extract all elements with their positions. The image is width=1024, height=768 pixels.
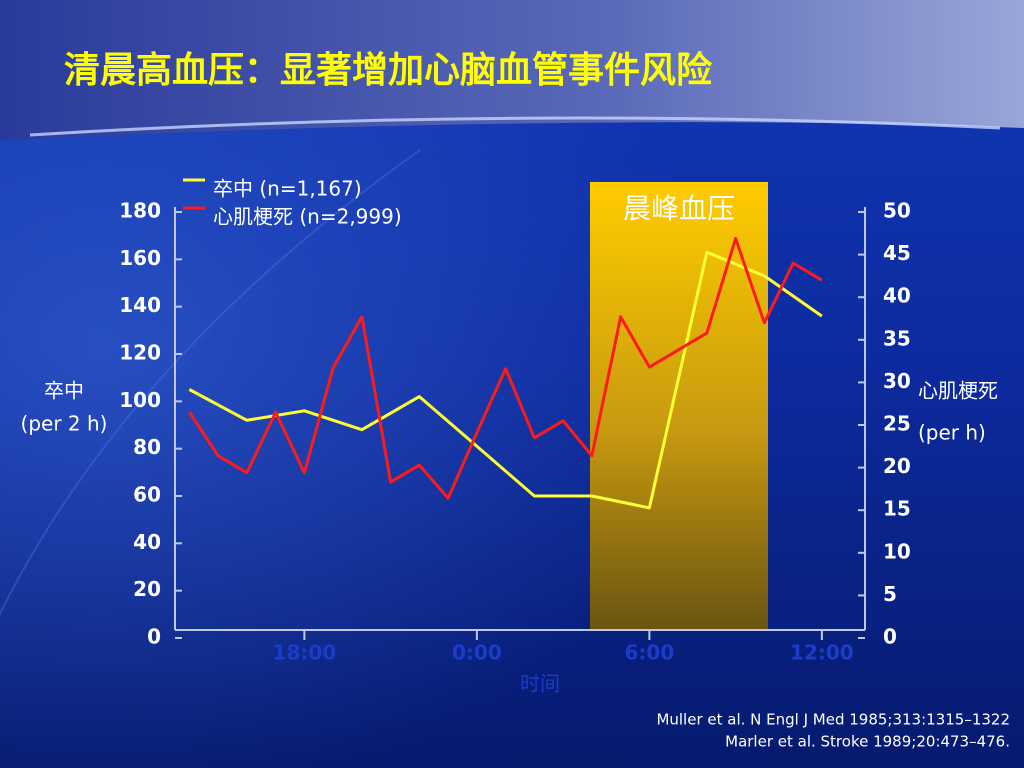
y-axis-label: 卒中 (44, 379, 84, 403)
plot: 0 20 40 60 80 100 120 140 160 180 0 5 10 15 20 25 30 35 40… (21, 177, 998, 696)
reference: Muller et al. N Engl J Med 1985;313:1315… (656, 711, 1010, 729)
y-tick-label: 100 (119, 388, 161, 412)
legend-label: 心肌梗死 (n=2,999) (213, 205, 402, 229)
y-tick-label: 140 (119, 293, 161, 317)
y2-tick-label: 20 (883, 454, 911, 478)
y-axis-label: (per 2 h) (21, 412, 108, 436)
y2-tick-label: 40 (883, 284, 911, 308)
x-axis-label: 时间 (520, 672, 560, 696)
series-line (188, 250, 823, 510)
y-tick-label: 60 (133, 483, 161, 507)
x-tick-label: 12:00 (790, 641, 854, 665)
highlight-band (590, 182, 768, 630)
y2-tick-label: 45 (883, 241, 911, 265)
y2-tick-label: 0 (883, 625, 897, 649)
y-tick-label: 120 (119, 341, 161, 365)
x-tick-label: 0:00 (452, 641, 502, 665)
y2-tick-label: 15 (883, 497, 911, 521)
y-tick-label: 20 (133, 577, 161, 601)
y-tick-label: 40 (133, 530, 161, 554)
y2-tick-label: 5 (883, 582, 897, 606)
reference: Marler et al. Stroke 1989;20:473–476. (725, 733, 1010, 751)
slide-title: 清晨高血压：显著增加心脑血管事件风险 (64, 50, 713, 91)
y2-axis-label: 心肌梗死 (918, 379, 998, 403)
legend-label: 卒中 (n=1,167) (213, 177, 362, 201)
y-tick-label: 80 (133, 435, 161, 459)
y-tick-label: 180 (119, 199, 161, 223)
series-line (188, 236, 823, 500)
x-tick-label: 6:00 (625, 641, 675, 665)
x-tick-label: 18:00 (273, 641, 337, 665)
y2-tick-label: 10 (883, 539, 911, 563)
y2-tick-label: 25 (883, 412, 911, 436)
y2-axis-label: (per h) (918, 421, 986, 445)
banner-arc (29, 116, 1001, 137)
y-tick-label: 160 (119, 246, 161, 270)
y-tick-label: 0 (147, 625, 161, 649)
title-banner (0, 0, 1024, 140)
y2-tick-label: 35 (883, 326, 911, 350)
band-label: 晨峰血压 (623, 192, 735, 225)
y2-tick-label: 30 (883, 369, 911, 393)
decor-arc (0, 149, 421, 617)
y2-tick-label: 50 (883, 199, 911, 223)
